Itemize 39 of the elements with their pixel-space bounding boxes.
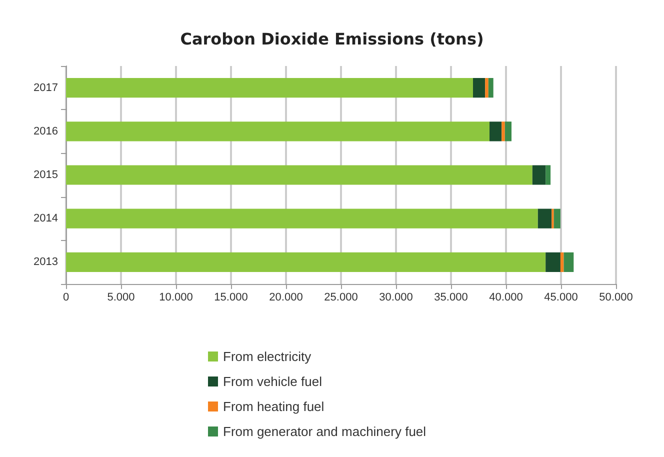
bar xyxy=(546,165,551,185)
x-tick-label: 45.000 xyxy=(544,292,578,304)
x-tick-label: 0 xyxy=(62,292,70,304)
bar xyxy=(564,252,574,272)
bar xyxy=(66,208,538,228)
y-tick-label: 2013 xyxy=(34,256,58,268)
bar xyxy=(490,122,502,142)
y-tick-label: 2017 xyxy=(34,82,58,94)
y-tick-label: 2015 xyxy=(34,169,58,181)
bar xyxy=(66,78,473,98)
x-tick-label: 5.000 xyxy=(107,292,135,304)
bar xyxy=(554,208,560,228)
legend-label: From heating fuel xyxy=(223,399,324,414)
bar xyxy=(66,252,546,272)
x-tick-label: 25.000 xyxy=(324,292,358,304)
x-tick-label: 30.000 xyxy=(379,292,413,304)
bar xyxy=(546,252,560,272)
x-tick-label: 10.000 xyxy=(159,292,193,304)
bar xyxy=(504,122,512,142)
y-tick-label: 2014 xyxy=(34,212,58,225)
legend-label: From vehicle fuel xyxy=(223,374,322,389)
legend-label: From generator and machinery fuel xyxy=(223,424,426,439)
bar xyxy=(488,78,494,98)
x-tick-label: 35.000 xyxy=(434,292,468,304)
x-tick-label: 15.000 xyxy=(214,292,248,304)
bar xyxy=(502,122,505,142)
bar xyxy=(532,165,546,185)
bar xyxy=(485,78,488,98)
y-tick-label: 2016 xyxy=(34,125,58,138)
bar xyxy=(538,208,552,228)
x-tick-label: 40.000 xyxy=(489,292,523,304)
bar xyxy=(560,252,564,272)
legend-label: From electricity xyxy=(223,349,312,364)
chart-title: Carobon Dioxide Emissions (tons) xyxy=(180,30,484,48)
bar xyxy=(473,78,486,98)
bar xyxy=(66,122,490,142)
x-tick-label: 50.000 xyxy=(599,292,633,304)
bar xyxy=(66,165,532,185)
x-tick-label: 20.000 xyxy=(269,292,303,304)
